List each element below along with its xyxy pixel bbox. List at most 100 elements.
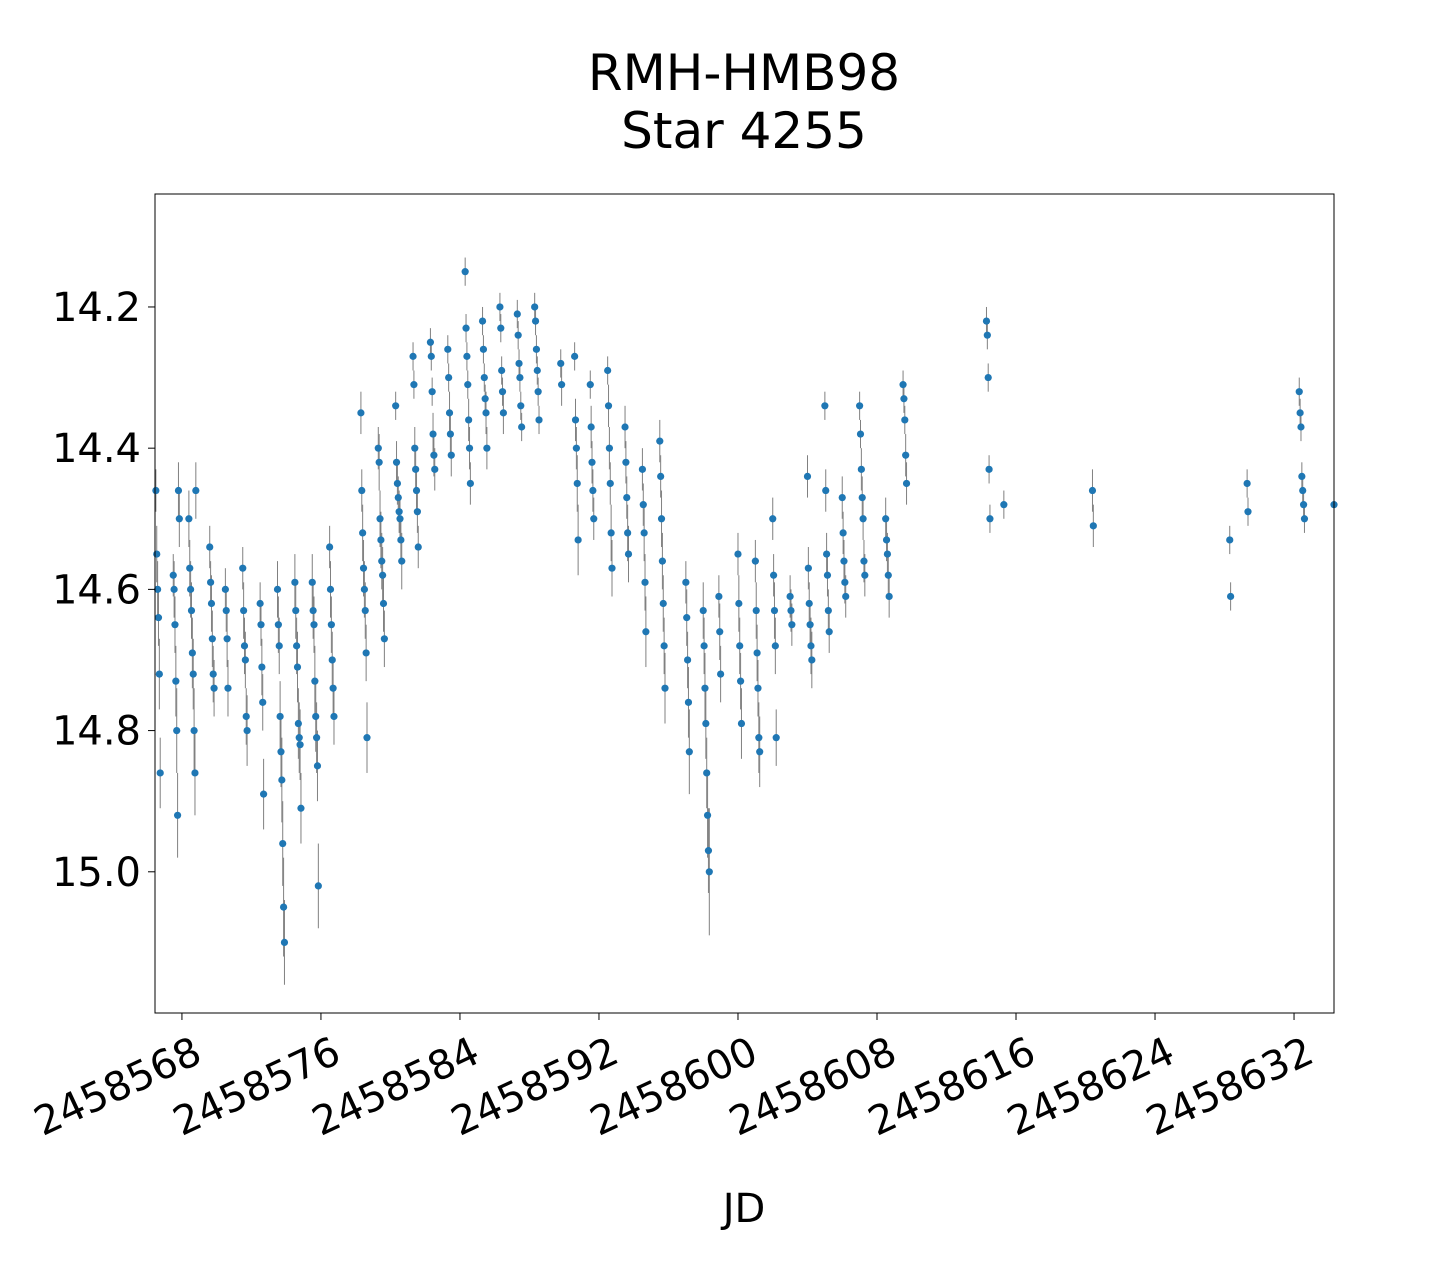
data-point <box>376 515 384 523</box>
data-point <box>638 465 647 473</box>
data-point <box>275 642 283 650</box>
data-point <box>429 430 437 438</box>
data-point <box>464 381 472 389</box>
data-point <box>173 726 181 735</box>
data-point <box>605 444 614 452</box>
data-point <box>377 536 385 544</box>
data-point <box>172 677 180 685</box>
data-point <box>736 642 744 650</box>
data-point <box>312 712 320 721</box>
data-point <box>754 684 762 692</box>
data-point <box>499 409 507 417</box>
data-point <box>535 416 543 424</box>
data-point <box>359 529 367 537</box>
data-point <box>481 395 489 403</box>
data-point <box>803 472 812 481</box>
data-point <box>985 465 993 473</box>
data-point <box>882 536 891 544</box>
data-point <box>624 550 633 558</box>
data-point <box>842 592 850 601</box>
data-point <box>379 571 387 579</box>
data-point <box>705 868 713 876</box>
data-point <box>357 409 365 417</box>
data-point <box>532 345 541 353</box>
y-tick-label: 14.8 <box>52 709 141 755</box>
data-point <box>986 515 994 523</box>
data-point <box>185 515 193 523</box>
y-tick-label: 15.0 <box>52 850 141 896</box>
data-point <box>191 769 199 777</box>
data-point <box>398 557 406 565</box>
data-point <box>840 557 848 565</box>
data-point <box>326 543 334 551</box>
data-point <box>313 762 322 770</box>
errorbar-layer <box>155 257 1335 985</box>
data-point <box>395 508 403 516</box>
data-point <box>657 472 665 481</box>
data-point <box>574 536 582 544</box>
data-point <box>360 585 368 593</box>
data-point <box>465 416 473 424</box>
data-point <box>242 712 250 721</box>
data-point <box>716 628 724 636</box>
data-point <box>293 642 301 650</box>
data-point <box>770 606 779 615</box>
data-point <box>571 416 580 424</box>
data-point <box>1300 515 1309 523</box>
data-point <box>294 719 302 728</box>
data-point <box>224 684 232 692</box>
data-point <box>622 458 630 466</box>
data-point <box>374 444 382 452</box>
data-point <box>426 338 435 346</box>
data-point <box>702 719 710 728</box>
data-point <box>823 550 831 558</box>
data-point <box>531 317 540 325</box>
data-point <box>805 599 813 608</box>
data-point <box>428 388 436 396</box>
data-point <box>278 776 286 784</box>
data-point <box>787 606 795 615</box>
data-point <box>279 839 287 848</box>
data-point <box>606 479 614 488</box>
data-point <box>514 331 522 339</box>
data-point <box>902 479 911 488</box>
data-point <box>431 465 439 473</box>
data-point <box>412 486 421 495</box>
data-point <box>309 606 317 615</box>
data-point <box>279 903 288 911</box>
data-point <box>447 451 455 459</box>
data-point <box>839 529 847 537</box>
data-point <box>825 628 833 636</box>
data-point <box>623 493 631 502</box>
data-point <box>154 585 162 593</box>
data-point <box>734 550 742 558</box>
data-point <box>445 373 453 382</box>
data-point <box>311 677 319 685</box>
data-point <box>171 621 179 629</box>
data-point <box>884 571 892 579</box>
data-point <box>736 677 745 685</box>
data-point <box>704 847 713 855</box>
data-point <box>717 670 725 678</box>
data-point <box>257 621 265 629</box>
data-point <box>392 402 400 410</box>
data-point <box>513 310 521 318</box>
data-point <box>661 684 669 692</box>
data-point <box>857 465 865 473</box>
data-point <box>786 592 794 601</box>
data-point <box>752 606 760 615</box>
data-point <box>411 444 419 452</box>
data-point <box>256 599 264 608</box>
data-point <box>461 268 469 276</box>
x-axis-label: JD <box>720 1186 766 1232</box>
data-point <box>207 578 215 586</box>
data-point <box>804 564 812 572</box>
data-point <box>361 606 369 615</box>
data-point <box>753 649 761 657</box>
data-point <box>154 614 163 622</box>
data-point <box>375 458 383 466</box>
data-point <box>604 402 613 410</box>
data-point <box>465 444 474 452</box>
data-point <box>821 402 829 410</box>
data-point <box>771 642 779 650</box>
